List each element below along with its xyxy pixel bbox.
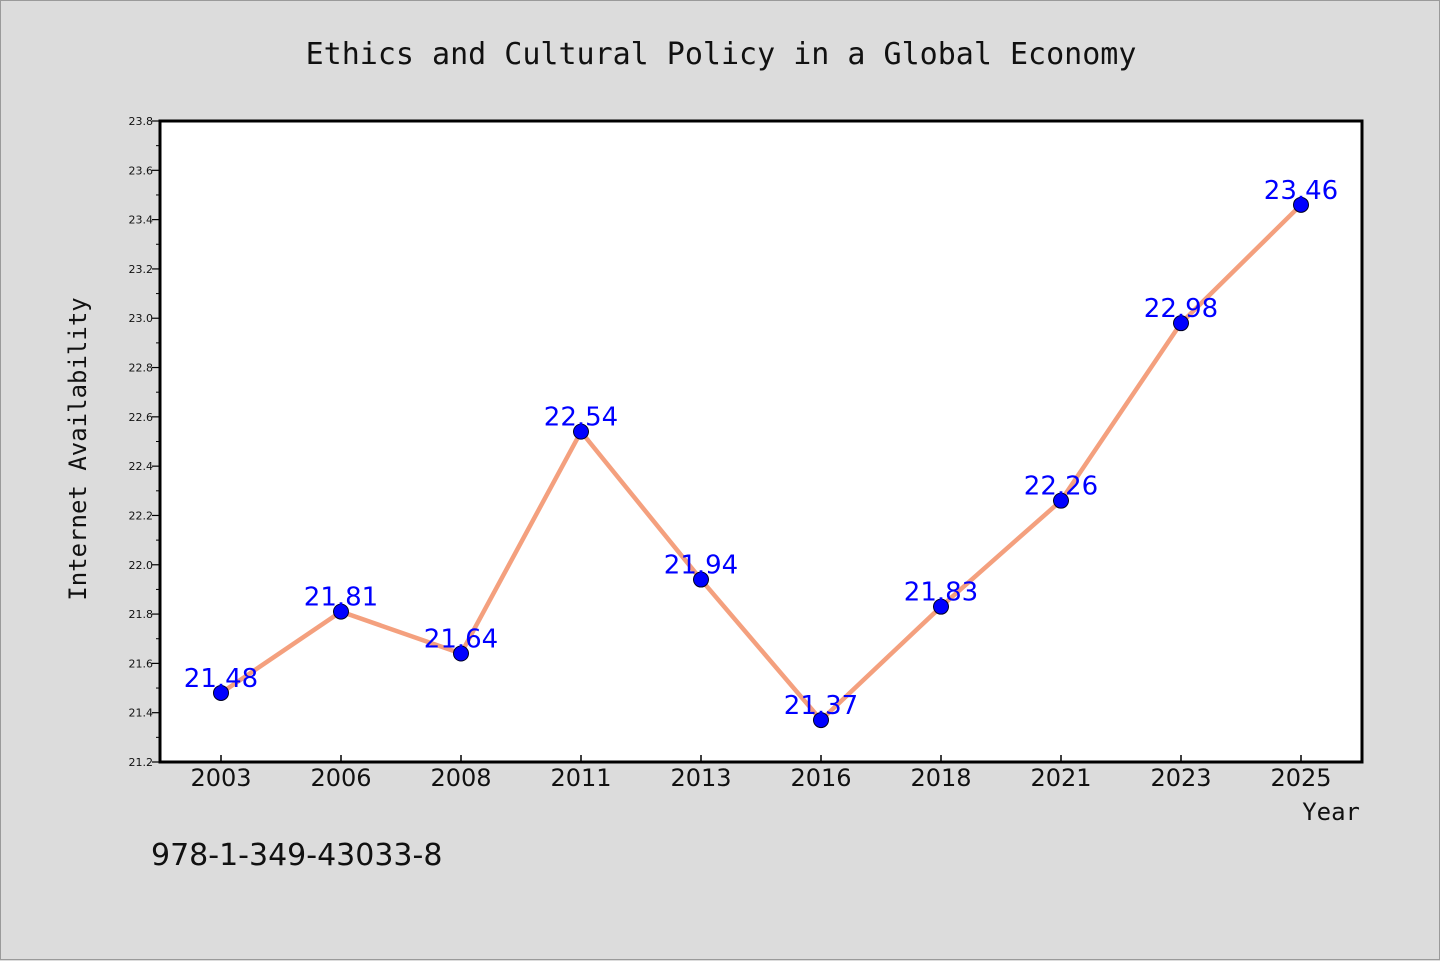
x-tick-label: 2011 — [550, 764, 611, 792]
y-tick-label: 23.8 — [129, 115, 154, 128]
y-tick-label: 23.4 — [129, 214, 154, 227]
x-tick-label: 2003 — [190, 764, 251, 792]
isbn-text: 978-1-349-43033-8 — [151, 838, 442, 873]
y-tick-label: 23.6 — [129, 164, 154, 177]
y-tick-label: 22.2 — [129, 509, 154, 522]
x-tick-label: 2021 — [1030, 764, 1091, 792]
y-tick-label: 21.2 — [129, 756, 154, 769]
data-label: 21.64 — [424, 625, 498, 655]
y-tick-label: 21.4 — [129, 707, 154, 720]
data-point — [1053, 492, 1069, 509]
y-axis-label: Internet Availability — [64, 297, 92, 600]
data-label: 22.98 — [1144, 294, 1218, 324]
data-point — [333, 603, 349, 620]
data-label: 21.37 — [784, 691, 858, 721]
x-tick-label: 2018 — [910, 764, 971, 792]
data-labels: 21.48 21.81 21.64 22.54 21.94 21.37 21.83 22.26… — [184, 176, 1338, 721]
series-line — [218, 202, 1304, 723]
data-point — [573, 423, 589, 440]
data-point — [1293, 196, 1309, 213]
data-point — [1173, 315, 1189, 332]
data-point — [453, 645, 469, 662]
y-tick-label: 22.6 — [129, 411, 154, 424]
x-tick-label: 2016 — [790, 764, 851, 792]
data-point — [933, 598, 949, 615]
y-tick-label: 22.4 — [129, 460, 154, 473]
x-tick-label: 2013 — [670, 764, 731, 792]
y-tick-label: 23.2 — [129, 263, 154, 276]
x-axis-label: Year — [1302, 798, 1360, 826]
y-tick-label: 22.0 — [129, 559, 154, 572]
data-points — [213, 196, 1309, 729]
y-tick-label: 23.0 — [129, 312, 154, 325]
data-label: 21.81 — [304, 583, 378, 613]
y-tick-label: 21.6 — [129, 657, 154, 670]
data-label: 23.46 — [1264, 176, 1338, 206]
data-label: 21.83 — [904, 578, 978, 608]
y-tick-label: 21.8 — [129, 608, 154, 621]
x-tick-label: 2006 — [310, 764, 371, 792]
y-axis: 21.2 21.4 21.6 21.8 22.0 22.2 22.4 22.6 22.8 23.0… — [129, 115, 160, 769]
data-point — [693, 571, 709, 588]
data-point — [813, 712, 829, 729]
data-label: 21.48 — [184, 664, 258, 694]
x-tick-label: 2023 — [1150, 764, 1211, 792]
y-tick-label: 22.8 — [129, 362, 154, 375]
x-tick-label: 2025 — [1270, 764, 1331, 792]
data-label: 21.94 — [664, 551, 738, 581]
x-tick-label: 2008 — [430, 764, 491, 792]
chart-title: Ethics and Cultural Policy in a Global E… — [306, 37, 1137, 72]
data-point — [213, 684, 229, 701]
plot-area — [158, 119, 1364, 764]
data-label: 22.26 — [1024, 472, 1098, 502]
x-axis: 2003 2006 2008 2011 2013 2016 2018 2021 2023 2025 — [190, 755, 1332, 792]
data-label: 22.54 — [544, 403, 618, 433]
